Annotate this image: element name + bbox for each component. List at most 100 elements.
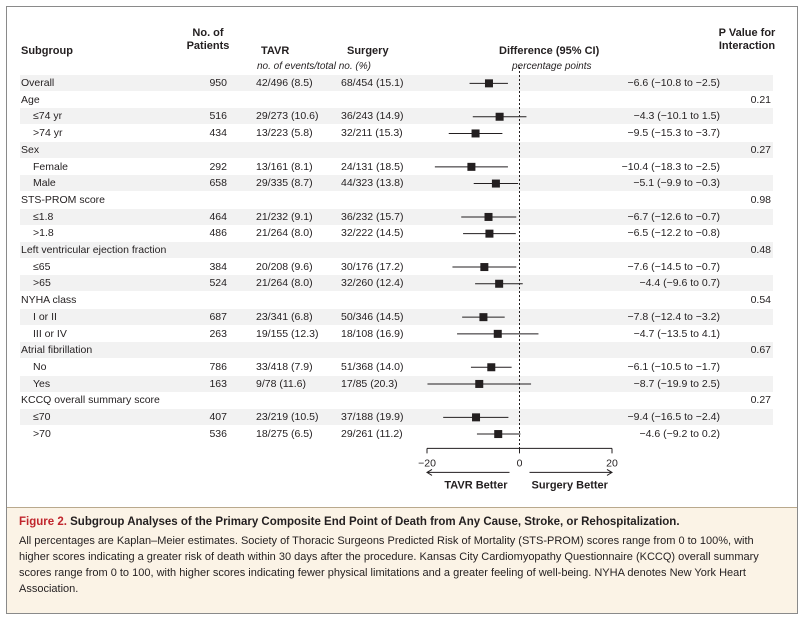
patients-count: 786: [209, 360, 227, 373]
point-estimate: [495, 112, 504, 121]
subgroup-category-label: No: [33, 360, 47, 373]
surgery-better-label: Surgery Better: [532, 479, 609, 491]
surgery-events: 32/211 (15.3): [341, 127, 403, 140]
tavr-events: 9/78 (11.6): [256, 377, 307, 390]
tavr-events: 21/232 (9.1): [256, 210, 313, 223]
patients-count: 536: [209, 427, 227, 440]
row-band: [20, 242, 773, 258]
p-value: 0.48: [750, 244, 771, 256]
subgroup-label: Age: [21, 93, 40, 106]
tavr-events: 13/161 (8.1): [256, 160, 313, 173]
point-estimate: [493, 329, 502, 338]
header-patients: No. of Patients: [186, 27, 230, 52]
point-estimate: [494, 430, 503, 439]
surgery-events: 51/368 (14.0): [341, 360, 404, 373]
p-value: 0.27: [750, 143, 771, 156]
row-band: [20, 75, 773, 91]
subgroup-category-label: Female: [33, 160, 69, 173]
surgery-events: 17/85 (20.3): [341, 377, 398, 390]
surgery-events: 32/222 (14.5): [341, 227, 404, 240]
patients-count: 687: [209, 310, 227, 323]
point-estimate: [472, 413, 481, 422]
point-estimate: [479, 313, 488, 322]
surgery-events: 30/176 (17.2): [341, 260, 404, 273]
point-estimate: [471, 129, 480, 138]
subgroup-category-label: ≤65: [33, 260, 51, 273]
surgery-events: 29/261 (11.2): [341, 427, 403, 440]
x-tick-label: −20: [418, 457, 436, 469]
surgery-better-arrow: [529, 468, 613, 476]
point-estimate: [467, 162, 476, 171]
patients-count: 516: [209, 110, 227, 123]
row-band: [20, 342, 773, 359]
difference-ci: −5.1 (−9.9 to −0.3): [633, 177, 720, 190]
surgery-events: 24/131 (18.5): [341, 160, 404, 173]
subgroup-label: Sex: [21, 143, 40, 156]
subgroup-category-label: Male: [33, 177, 56, 190]
patients-count: 524: [209, 277, 227, 290]
surgery-events: 37/188 (19.9): [341, 411, 404, 423]
subgroup-category-label: >65: [33, 277, 51, 290]
subgroup-category-label: >70: [33, 427, 51, 440]
patients-count: 384: [209, 260, 227, 273]
subgroup-category-label: III or IV: [33, 327, 67, 340]
row-band: [20, 375, 773, 392]
point-estimate: [491, 179, 500, 188]
point-estimate: [475, 379, 484, 388]
header-difference: Difference (95% CI): [499, 45, 600, 57]
difference-ci: −7.6 (−14.5 to −0.7): [627, 260, 720, 273]
tavr-events: 13/223 (5.8): [256, 127, 313, 140]
point-estimate: [495, 279, 504, 288]
patients-count: 407: [209, 411, 227, 423]
tavr-events: 33/418 (7.9): [256, 360, 313, 373]
difference-ci: −7.8 (−12.4 to −3.2): [627, 310, 720, 323]
point-estimate: [487, 363, 496, 372]
patients-count: 658: [209, 177, 227, 190]
difference-ci: −9.5 (−15.3 to −3.7): [627, 127, 720, 140]
tavr-better-label: TAVR Better: [444, 479, 508, 491]
p-value: 0.54: [750, 294, 771, 307]
figure-caption: Figure 2. Subgroup Analyses of the Prima…: [7, 507, 797, 613]
point-estimate: [485, 229, 494, 238]
surgery-events: 32/260 (12.4): [341, 277, 404, 290]
difference-ci: −4.3 (−10.1 to 1.5): [633, 110, 720, 123]
subgroup-label: Overall: [21, 77, 55, 89]
surgery-events: 50/346 (14.5): [341, 310, 404, 323]
p-value: 0.21: [750, 93, 771, 106]
difference-ci: −4.6 (−9.2 to 0.2): [639, 427, 720, 440]
difference-ci: −4.7 (−13.5 to 4.1): [633, 327, 720, 340]
row-band: [20, 175, 773, 192]
difference-ci: −6.1 (−10.5 to −1.7): [627, 360, 720, 373]
difference-ci: −6.7 (−12.6 to −0.7): [627, 210, 720, 223]
difference-ci: −9.4 (−16.5 to −2.4): [627, 411, 720, 423]
tavr-better-arrow: [426, 468, 510, 476]
difference-ci: −8.7 (−19.9 to 2.5): [633, 377, 720, 390]
tavr-events: 19/155 (12.3): [256, 327, 319, 340]
surgery-events: 18/108 (16.9): [341, 327, 404, 340]
row-band: [20, 108, 773, 125]
subgroup-label: STS-PROM score: [21, 193, 106, 206]
subgroup-category-label: >74 yr: [33, 127, 63, 140]
point-estimate: [484, 212, 493, 221]
row-band: [20, 141, 773, 158]
tavr-events: 29/273 (10.6): [256, 110, 319, 123]
row-band: [20, 208, 773, 225]
tavr-events: 29/335 (8.7): [256, 177, 313, 190]
surgery-events: 36/243 (14.9): [341, 110, 404, 123]
header-tavr: TAVR: [261, 45, 290, 57]
subgroup-category-label: ≤70: [33, 411, 51, 423]
tavr-events: 21/264 (8.0): [256, 227, 313, 240]
surgery-events: 36/232 (15.7): [341, 210, 404, 223]
subgroup-label: Left ventricular ejection fraction: [21, 244, 167, 256]
p-value: 0.27: [750, 394, 771, 407]
tavr-events: 18/275 (6.5): [256, 427, 313, 440]
patients-count: 486: [209, 227, 227, 240]
patients-count: 163: [209, 377, 227, 390]
forest-plot-area: Subgroup No. of Patients TAVR Surgery no…: [7, 7, 797, 507]
caption-body: All percentages are Kaplan–Meier estimat…: [19, 535, 759, 595]
figure-frame: Subgroup No. of Patients TAVR Surgery no…: [6, 6, 798, 614]
difference-ci: −6.5 (−12.2 to −0.8): [627, 227, 720, 240]
patients-count: 464: [209, 210, 227, 223]
subgroup-category-label: ≤74 yr: [33, 110, 63, 123]
patients-count: 950: [209, 77, 227, 89]
